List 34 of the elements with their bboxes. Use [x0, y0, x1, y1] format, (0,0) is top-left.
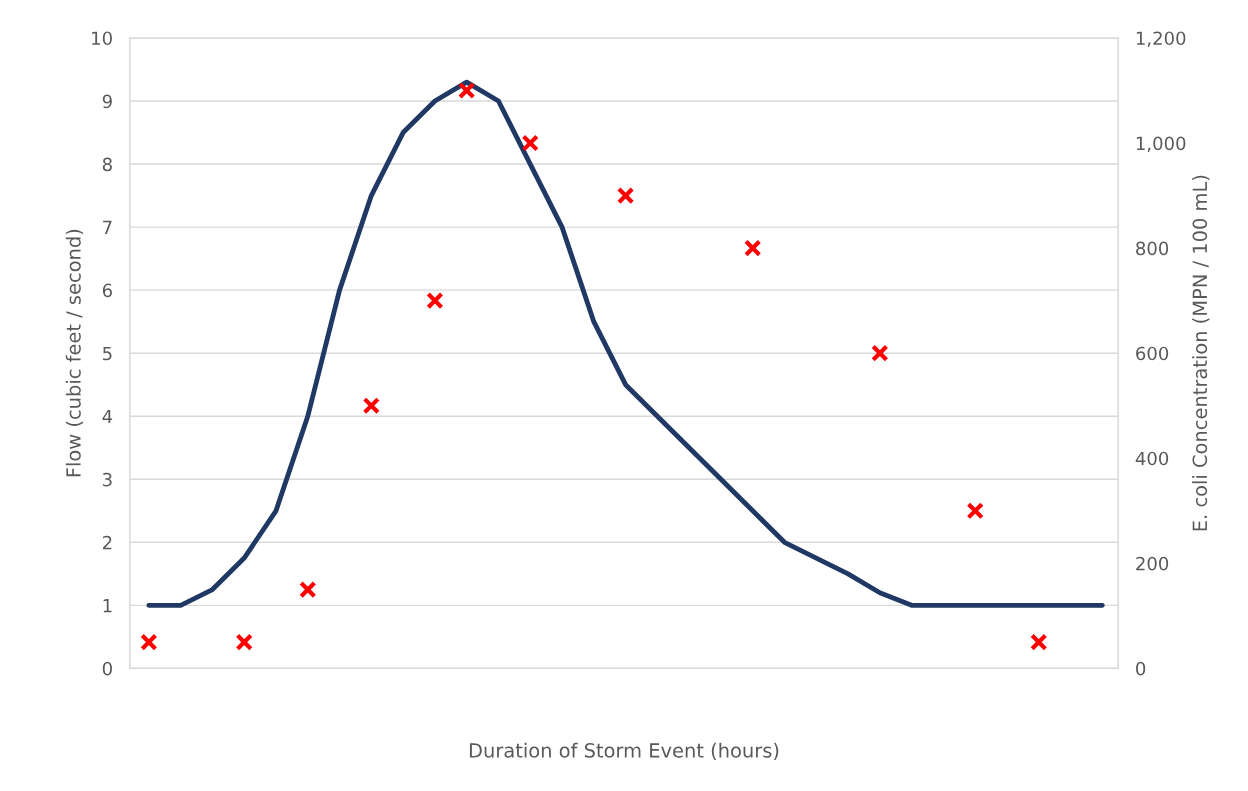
point	[426, 291, 444, 310]
y2-tick-label: 1,000	[1136, 136, 1186, 152]
line-series	[146, 79, 1105, 608]
x-axis-title: Duration of Storm Event (hours)	[469, 742, 779, 761]
point	[299, 580, 317, 599]
y-tick-label: 9	[102, 94, 112, 109]
y-tick-label: 0	[102, 661, 112, 676]
y-tick-label: 7	[103, 220, 112, 234]
point	[521, 134, 539, 152]
point	[235, 633, 253, 651]
y-tick-label: 5	[103, 346, 112, 361]
point	[1030, 633, 1048, 651]
y-axis-title: Flow (cubic feet / second)	[65, 229, 84, 477]
y-tick-label: 6	[102, 283, 112, 298]
y2-tick-label: 600	[1136, 346, 1169, 361]
point	[362, 397, 381, 415]
y-tick-label: 3	[103, 472, 112, 487]
y2-tick-label: 200	[1136, 556, 1169, 571]
point	[140, 633, 158, 651]
y2-tick-label: 0	[1136, 661, 1146, 676]
y2-axis-title: E. coli Concentration (MPN / 100 mL)	[1192, 175, 1210, 531]
y-tick-label: 10	[92, 31, 112, 46]
point	[966, 502, 984, 520]
point	[871, 344, 889, 362]
y-tick-label: 8	[102, 157, 112, 172]
y-tick-label: 2	[102, 535, 112, 550]
point	[458, 81, 476, 100]
y-tick-label: 4	[102, 409, 113, 424]
point	[744, 239, 762, 257]
y2-tick-label: 1,200	[1136, 31, 1186, 47]
y2-tick-label: 400	[1135, 451, 1169, 466]
point	[616, 186, 635, 205]
y2-tick-label: 800	[1136, 241, 1169, 256]
y-tick-label: 1	[103, 599, 112, 613]
